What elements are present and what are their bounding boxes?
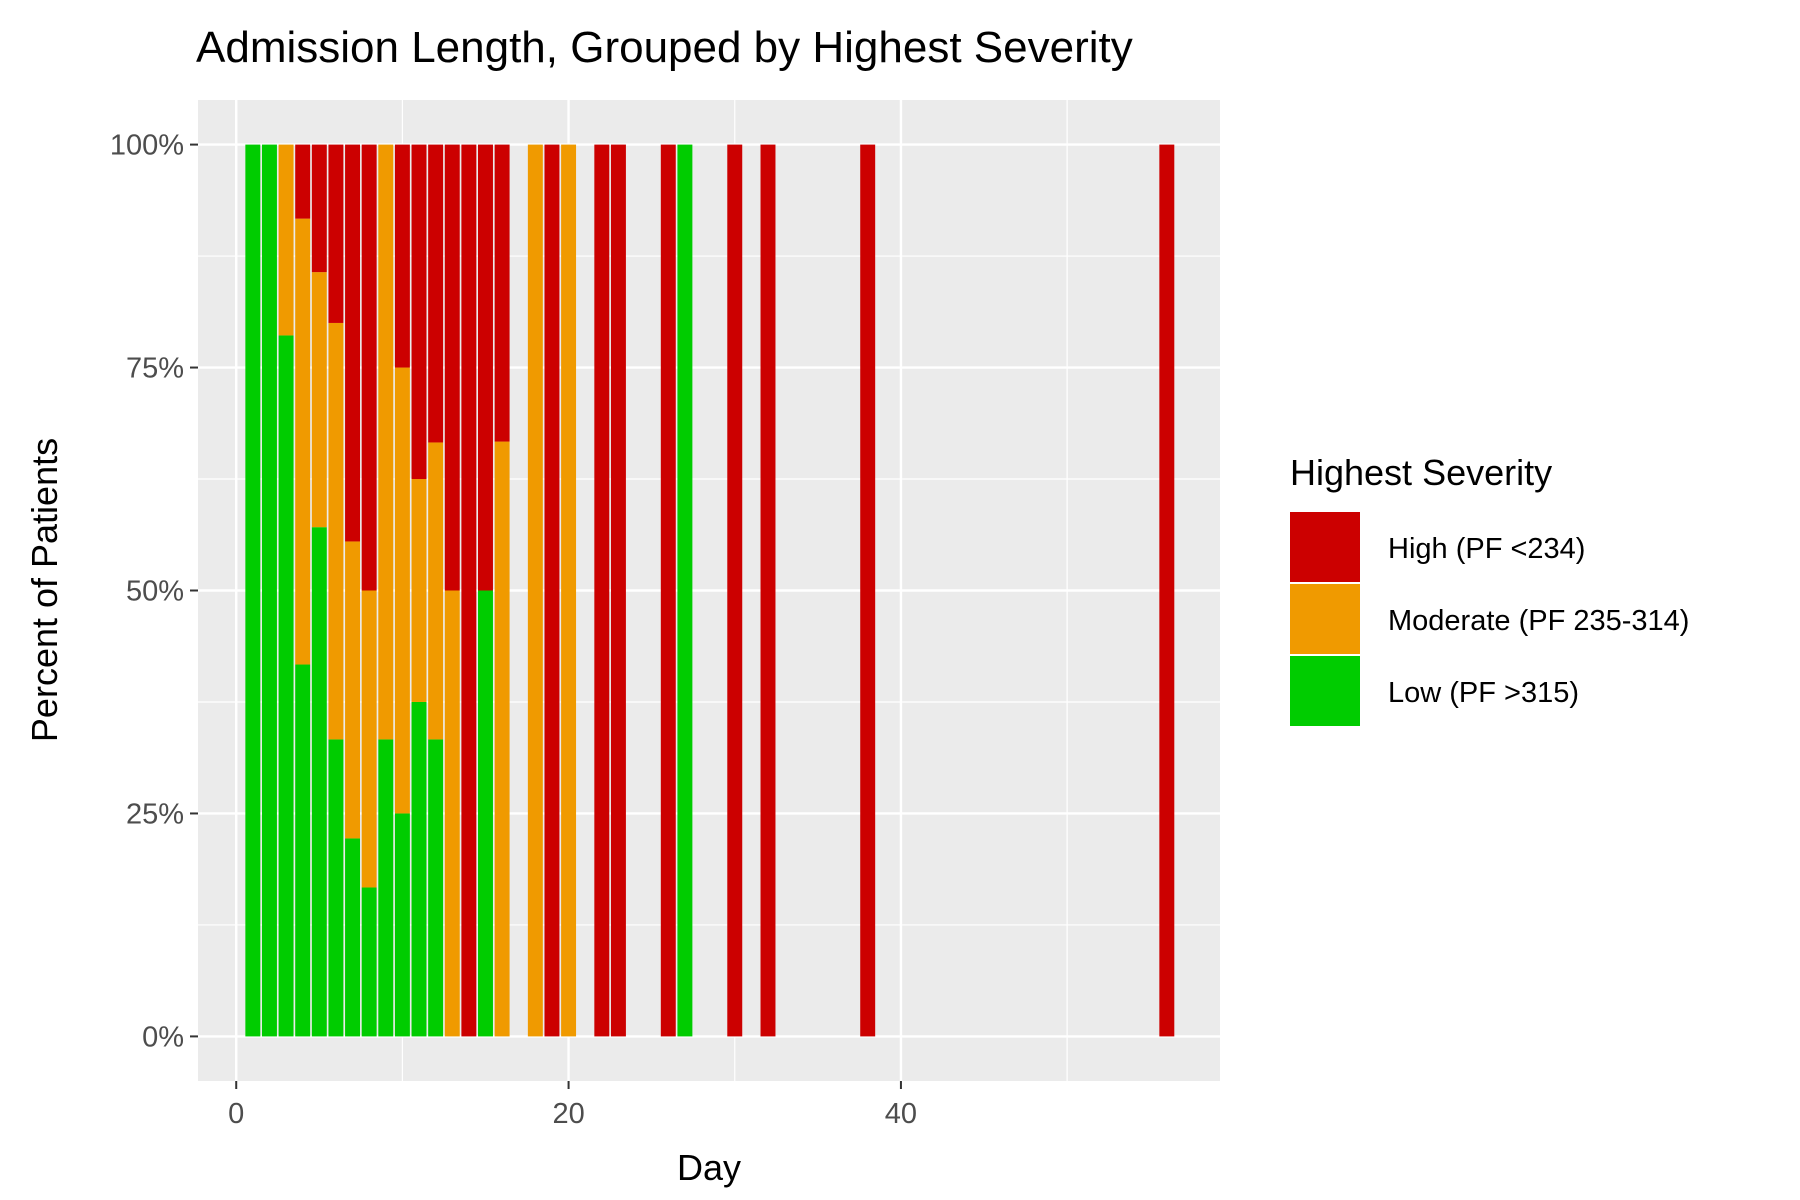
chart-title: Admission Length, Grouped by Highest Sev…	[196, 23, 1133, 72]
bar-day-32-high	[760, 144, 776, 1037]
x-tick-label: 20	[552, 1098, 584, 1130]
bar-day-4-moderate	[295, 218, 311, 665]
bar-day-9-low	[378, 739, 394, 1037]
bar-day-18-moderate	[527, 144, 543, 1037]
y-tick-label: 0%	[142, 1021, 184, 1053]
x-axis: 0 20 40	[228, 1081, 917, 1130]
bar-day-5-low	[311, 527, 327, 1037]
bar-day-4-high	[295, 144, 311, 219]
legend-label-low: Low (PF >315)	[1388, 677, 1579, 709]
bar-day-12-high	[428, 144, 444, 443]
bar-day-13-high	[444, 144, 460, 591]
bar-day-16-high	[494, 144, 510, 442]
bar-day-7-moderate	[345, 541, 361, 839]
bar-day-6-moderate	[328, 322, 344, 740]
y-axis: 0% 25% 50% 75% 100%	[110, 130, 198, 1053]
bar-day-1-low	[245, 144, 261, 1037]
legend-label-moderate: Moderate (PF 235-314)	[1388, 605, 1689, 637]
bar-day-8-low	[361, 887, 377, 1037]
bar-day-19-high	[544, 144, 560, 1037]
bar-day-5-high	[311, 144, 327, 273]
bar-day-8-moderate	[361, 590, 377, 888]
bar-day-6-high	[328, 144, 344, 323]
bar-day-10-low	[394, 813, 410, 1037]
legend-key-high	[1290, 512, 1360, 582]
bar-day-20-moderate	[561, 144, 577, 1037]
bar-day-15-high	[478, 144, 493, 591]
y-tick-label: 100%	[110, 130, 184, 162]
legend-items: High (PF <234) Moderate (PF 235-314) Low (…	[1290, 512, 1689, 726]
y-tick-label: 25%	[126, 798, 184, 830]
bar-day-16-moderate	[494, 441, 510, 1037]
bar-day-22-high	[594, 144, 610, 1037]
bar-day-3-moderate	[278, 144, 294, 336]
bar-day-11-low	[411, 701, 427, 1037]
bars	[245, 144, 1175, 1037]
legend: Highest Severity High (PF <234) Moderate …	[1290, 452, 1689, 726]
bar-day-5-moderate	[311, 272, 327, 528]
bar-day-12-moderate	[428, 442, 444, 740]
bar-day-9-moderate	[378, 144, 394, 740]
bar-day-4-low	[295, 664, 311, 1037]
legend-title: Highest Severity	[1290, 452, 1552, 493]
bar-day-56-high	[1159, 144, 1175, 1037]
bar-day-6-low	[328, 739, 344, 1037]
legend-key-moderate	[1290, 584, 1360, 654]
x-axis-title: Day	[677, 1147, 741, 1188]
bar-day-3-low	[278, 335, 294, 1037]
x-tick-label: 40	[885, 1098, 917, 1130]
bar-day-11-moderate	[411, 479, 427, 702]
bar-day-27-low	[677, 144, 693, 1037]
bar-day-7-low	[345, 838, 361, 1037]
legend-key-low	[1290, 656, 1360, 726]
bar-day-30-high	[727, 144, 743, 1037]
y-axis-title: Percent of Patients	[24, 438, 65, 742]
y-tick-label: 75%	[126, 353, 184, 385]
bar-day-10-moderate	[394, 367, 410, 814]
bar-day-2-low	[261, 144, 277, 1037]
bar-day-10-high	[394, 144, 410, 368]
bar-day-13-moderate	[444, 590, 460, 1037]
bar-day-23-high	[610, 144, 626, 1037]
x-tick-label: 0	[228, 1098, 244, 1130]
bar-day-38-high	[860, 144, 876, 1037]
bar-day-26-high	[660, 144, 676, 1037]
bar-day-14-high	[461, 144, 477, 1037]
bar-day-15-low	[478, 590, 493, 1037]
bar-day-8-high	[361, 144, 377, 591]
legend-label-high: High (PF <234)	[1388, 533, 1585, 565]
y-tick-label: 50%	[126, 576, 184, 608]
bar-day-12-low	[428, 739, 444, 1037]
bar-day-7-high	[345, 144, 361, 542]
bar-day-11-high	[411, 144, 427, 480]
